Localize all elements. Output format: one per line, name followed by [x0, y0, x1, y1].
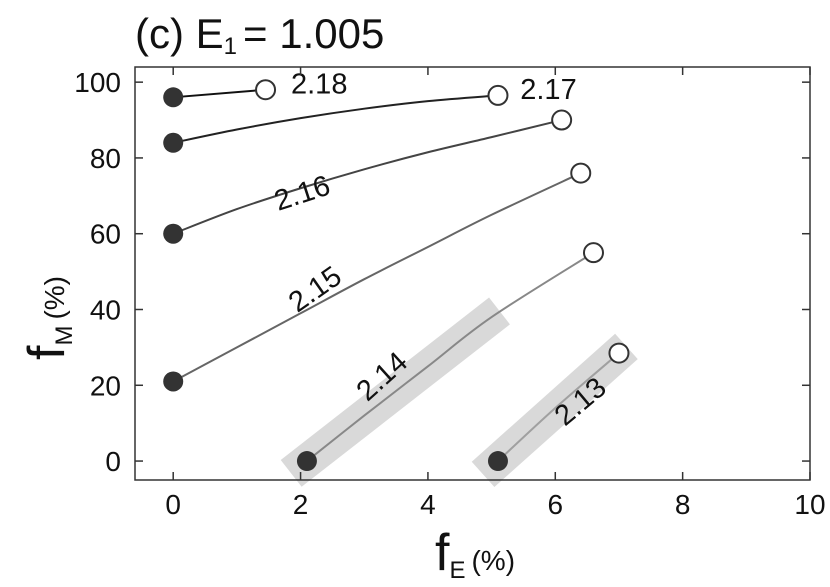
start-point-marker — [163, 223, 184, 244]
y-axis-label-subscript: M — [51, 326, 78, 346]
end-point-marker — [608, 342, 630, 364]
series-label: 2.16 — [271, 170, 335, 218]
plot-layer: 2.18 2.172.162.152.14 2.13 — [163, 69, 638, 488]
end-point-marker — [255, 79, 277, 101]
x-tick-label: 10 — [794, 489, 825, 520]
start-point-marker — [296, 451, 317, 472]
series-label: 2.17 — [520, 74, 576, 106]
x-axis-label-unit: (%) — [471, 545, 515, 576]
series-label: 2.18 — [291, 69, 347, 101]
x-tick-label: 8 — [675, 489, 691, 520]
series-line — [173, 94, 499, 144]
end-point-marker — [487, 84, 509, 106]
chart-title-prefix: (c) E — [135, 10, 224, 57]
chart-title-subscript: 1 — [224, 33, 237, 60]
x-axis-label-main: f — [435, 524, 450, 582]
series-line — [173, 88, 266, 99]
series-line — [172, 172, 582, 383]
x-axis-label-subscript: E — [449, 557, 465, 584]
end-point-marker — [551, 109, 573, 131]
x-tick-label: 4 — [420, 489, 436, 520]
y-tick-label: 40 — [90, 294, 121, 325]
x-tick-label: 2 — [293, 489, 309, 520]
y-tick-label: 60 — [90, 219, 121, 250]
end-point-marker — [570, 162, 592, 184]
y-axis-label: fM (%) — [18, 276, 78, 360]
y-tick-label: 100 — [74, 67, 121, 98]
x-tick-label: 0 — [165, 489, 181, 520]
start-point-marker — [163, 371, 184, 392]
chart-title: (c) E1 = 1.005 — [135, 10, 384, 60]
x-axis-label: fE (%) — [435, 524, 515, 584]
y-axis-label-group: fM (%) — [18, 276, 78, 360]
series-line — [306, 251, 595, 462]
end-point-marker — [582, 242, 604, 264]
chart-title-suffix: = 1.005 — [243, 10, 384, 57]
series-label: 2.15 — [283, 260, 348, 319]
y-tick-label: 80 — [90, 143, 121, 174]
start-point-marker — [163, 132, 184, 153]
start-point-marker — [163, 87, 184, 108]
y-tick-label: 20 — [90, 370, 121, 401]
plot-frame — [134, 66, 811, 481]
x-tick-label: 6 — [547, 489, 563, 520]
y-tick-label: 0 — [105, 446, 121, 477]
start-point-marker — [487, 451, 508, 472]
y-axis-label-unit: (%) — [39, 276, 70, 320]
series-line — [172, 119, 562, 235]
y-axis-label-main: f — [18, 345, 76, 360]
series-line — [497, 352, 620, 462]
